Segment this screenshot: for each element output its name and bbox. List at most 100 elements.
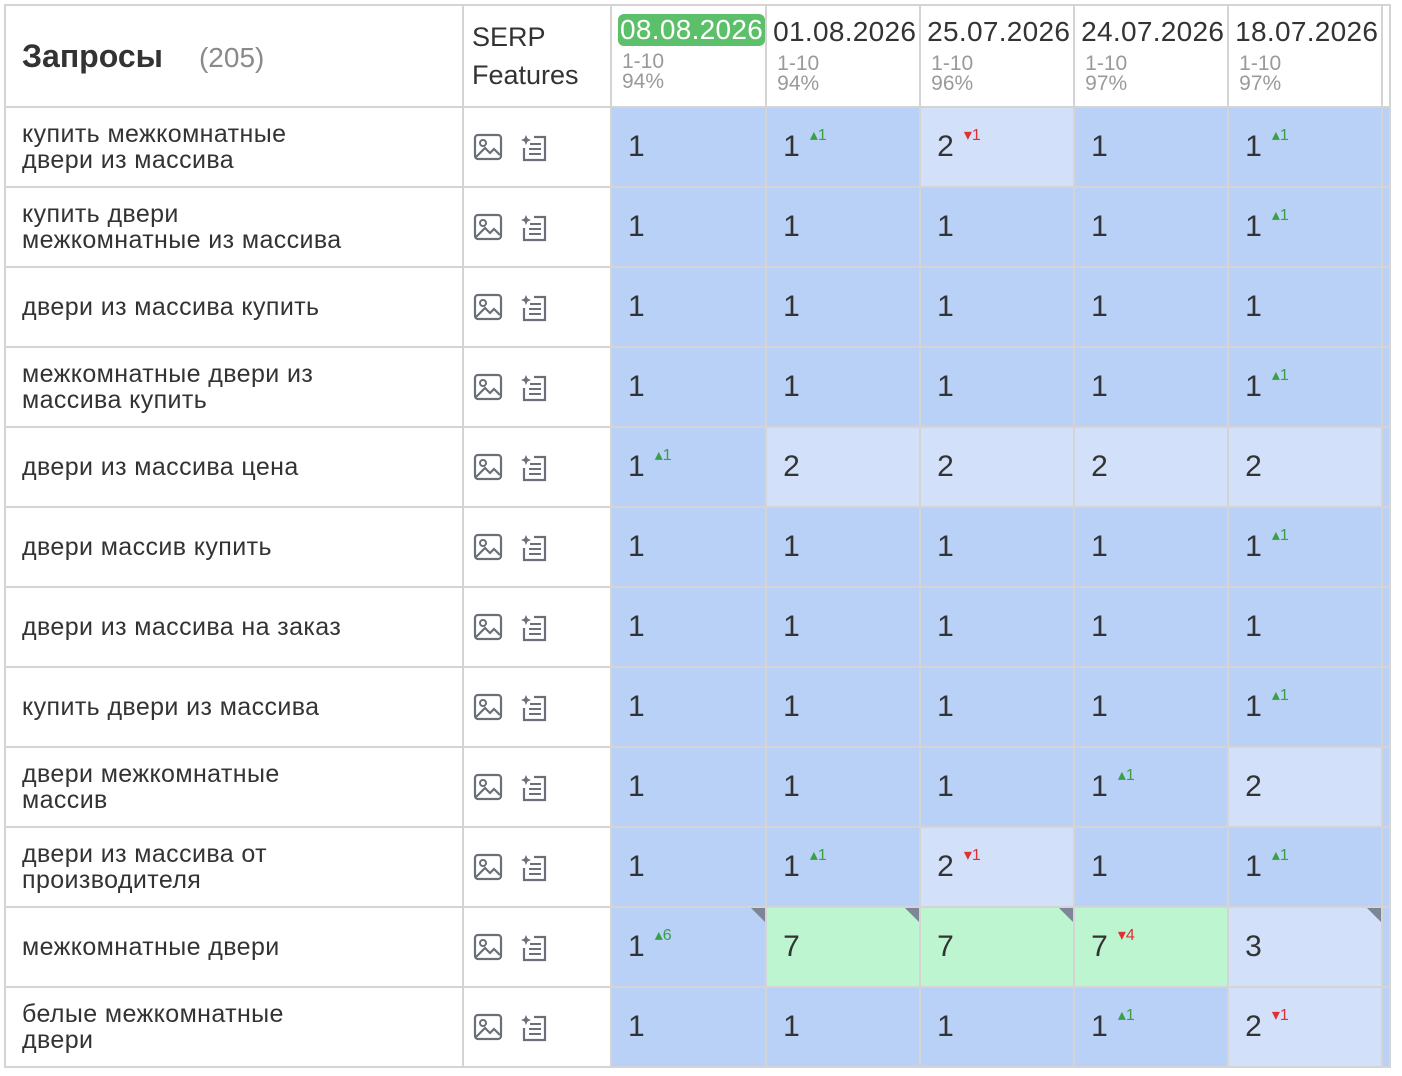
table-row[interactable]: двери массив купить 1 1 1 1 1 ▴1: [4, 506, 1392, 588]
position-cell[interactable]: 1: [609, 826, 768, 908]
position-cell[interactable]: 2 ▾1: [919, 106, 1076, 188]
query-cell[interactable]: купить двери из массива: [4, 666, 464, 748]
date-column-header[interactable]: 08.08.2026 1-10 94%: [609, 4, 768, 108]
position-cell[interactable]: 1: [919, 266, 1076, 348]
position-cell[interactable]: 1: [1073, 666, 1230, 748]
position-cell[interactable]: 1: [765, 346, 922, 428]
position-cell[interactable]: 1: [919, 506, 1076, 588]
image-icon[interactable]: [472, 1011, 504, 1043]
sparkle-list-icon[interactable]: [518, 531, 550, 563]
position-cell[interactable]: 1 ▴1: [765, 106, 922, 188]
position-cell[interactable]: 1: [1227, 586, 1384, 668]
image-icon[interactable]: [472, 291, 504, 323]
position-cell[interactable]: 1: [919, 986, 1076, 1068]
position-cell[interactable]: 2: [1227, 746, 1384, 828]
position-cell[interactable]: 1 ▴1: [1227, 826, 1384, 908]
query-cell[interactable]: купить двери межкомнатные из массива: [4, 186, 464, 268]
position-cell[interactable]: 7 ▾4: [1073, 906, 1230, 988]
position-cell[interactable]: 1: [1073, 586, 1230, 668]
position-cell[interactable]: 1: [1073, 186, 1230, 268]
position-cell[interactable]: 1 ▴1: [1227, 186, 1384, 268]
position-cell[interactable]: 1 ▴1: [1073, 746, 1230, 828]
image-icon[interactable]: [472, 931, 504, 963]
position-cell[interactable]: 1: [919, 186, 1076, 268]
position-cell[interactable]: 1: [609, 346, 768, 428]
table-row[interactable]: купить межкомнатные двери из массива 1 1 ▴1 2…: [4, 106, 1392, 188]
sparkle-list-icon[interactable]: [518, 851, 550, 883]
date-column-header[interactable]: 18.07.2026 1-10 97%: [1227, 4, 1384, 108]
date-column-header[interactable]: 24.07.2026 1-10 97%: [1073, 4, 1230, 108]
table-row[interactable]: купить двери из массива 1 1 1 1 1 ▴1: [4, 666, 1392, 748]
image-icon[interactable]: [472, 531, 504, 563]
sparkle-list-icon[interactable]: [518, 131, 550, 163]
position-cell[interactable]: 7: [765, 906, 922, 988]
position-cell[interactable]: 1 ▴1: [1227, 106, 1384, 188]
table-row[interactable]: двери межкомнатные массив 1 1 1 1 ▴1 2: [4, 746, 1392, 828]
position-cell[interactable]: 1: [609, 186, 768, 268]
position-cell[interactable]: 1 ▴1: [1073, 986, 1230, 1068]
sparkle-list-icon[interactable]: [518, 371, 550, 403]
position-cell[interactable]: 1: [765, 746, 922, 828]
position-cell[interactable]: 1: [1073, 506, 1230, 588]
position-cell[interactable]: 1 ▴1: [1227, 346, 1384, 428]
table-row[interactable]: купить двери межкомнатные из массива 1 1 1 1 1…: [4, 186, 1392, 268]
table-row[interactable]: межкомнатные двери 1 ▴6 7 7 7 ▾4 3: [4, 906, 1392, 988]
position-cell[interactable]: 1: [919, 666, 1076, 748]
image-icon[interactable]: [472, 371, 504, 403]
position-cell[interactable]: 1: [609, 746, 768, 828]
sparkle-list-icon[interactable]: [518, 771, 550, 803]
table-row[interactable]: двери из массива на заказ 1 1 1 1 1: [4, 586, 1392, 668]
sparkle-list-icon[interactable]: [518, 691, 550, 723]
image-icon[interactable]: [472, 211, 504, 243]
position-cell[interactable]: 1: [765, 506, 922, 588]
position-cell[interactable]: 1: [919, 586, 1076, 668]
sparkle-list-icon[interactable]: [518, 931, 550, 963]
position-cell[interactable]: 1: [609, 266, 768, 348]
position-cell[interactable]: 1: [609, 106, 768, 188]
image-icon[interactable]: [472, 611, 504, 643]
query-cell[interactable]: двери из массива цена: [4, 426, 464, 508]
position-cell[interactable]: 1: [609, 666, 768, 748]
position-cell[interactable]: 1: [765, 586, 922, 668]
date-column-header[interactable]: 25.07.2026 1-10 96%: [919, 4, 1076, 108]
position-cell[interactable]: 1: [1073, 346, 1230, 428]
sparkle-list-icon[interactable]: [518, 211, 550, 243]
position-cell[interactable]: 2 ▾1: [1227, 986, 1384, 1068]
table-row[interactable]: двери из массива от производителя 1 1 ▴1 2 ▾1 1…: [4, 826, 1392, 908]
position-cell[interactable]: 1: [1073, 266, 1230, 348]
position-cell[interactable]: 1 ▴6: [609, 906, 768, 988]
table-row[interactable]: двери из массива цена 1 ▴1 2 2 2 2: [4, 426, 1392, 508]
date-column-header[interactable]: 01.08.2026 1-10 94%: [765, 4, 922, 108]
image-icon[interactable]: [472, 451, 504, 483]
query-cell[interactable]: межкомнатные двери из массива купить: [4, 346, 464, 428]
image-icon[interactable]: [472, 131, 504, 163]
table-row[interactable]: межкомнатные двери из массива купить 1 1 1 1 1…: [4, 346, 1392, 428]
sparkle-list-icon[interactable]: [518, 451, 550, 483]
position-cell[interactable]: 2: [765, 426, 922, 508]
sparkle-list-icon[interactable]: [518, 291, 550, 323]
queries-header[interactable]: Запросы (205): [4, 4, 464, 108]
position-cell[interactable]: 1: [765, 986, 922, 1068]
position-cell[interactable]: 2 ▾1: [919, 826, 1076, 908]
position-cell[interactable]: 2: [1073, 426, 1230, 508]
position-cell[interactable]: 1 ▴1: [1227, 666, 1384, 748]
table-row[interactable]: двери из массива купить 1 1 1 1 1: [4, 266, 1392, 348]
position-cell[interactable]: 1: [1073, 106, 1230, 188]
sparkle-list-icon[interactable]: [518, 1011, 550, 1043]
position-cell[interactable]: 1: [765, 186, 922, 268]
sparkle-list-icon[interactable]: [518, 611, 550, 643]
position-cell[interactable]: 2: [1227, 426, 1384, 508]
position-cell[interactable]: 1 ▴1: [1227, 506, 1384, 588]
position-cell[interactable]: 7: [919, 906, 1076, 988]
query-cell[interactable]: белые межкомнатные двери: [4, 986, 464, 1068]
position-cell[interactable]: 1: [609, 586, 768, 668]
query-cell[interactable]: межкомнатные двери: [4, 906, 464, 988]
position-cell[interactable]: 1: [765, 666, 922, 748]
position-cell[interactable]: 1 ▴1: [609, 426, 768, 508]
query-cell[interactable]: двери межкомнатные массив: [4, 746, 464, 828]
query-cell[interactable]: двери из массива от производителя: [4, 826, 464, 908]
image-icon[interactable]: [472, 691, 504, 723]
position-cell[interactable]: 1: [609, 506, 768, 588]
position-cell[interactable]: 1: [765, 266, 922, 348]
position-cell[interactable]: 1: [609, 986, 768, 1068]
